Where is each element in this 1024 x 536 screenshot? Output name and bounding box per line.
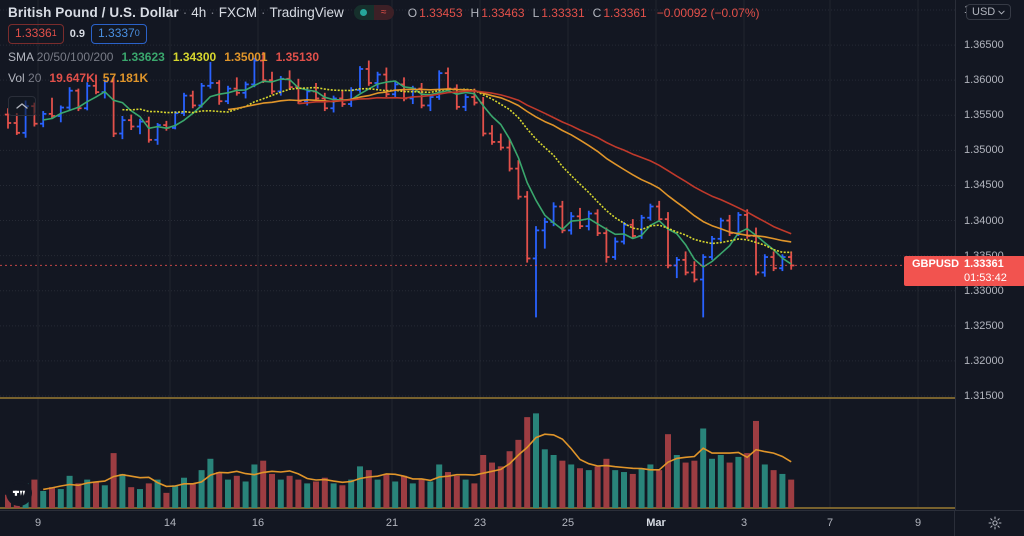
time-axis-label: 7 <box>826 517 834 529</box>
price-badge-value: 1.33361 <box>964 258 1004 271</box>
bid-price-last-digit: 1 <box>51 27 57 38</box>
chart-settings-button[interactable] <box>988 516 1002 535</box>
chart-canvas <box>0 0 955 509</box>
bid-price-box[interactable]: 1.33361 <box>8 23 64 44</box>
price-axis-label: 1.34000 <box>964 214 1004 227</box>
collapse-pane-button[interactable] <box>8 96 36 116</box>
market-open-dot-icon[interactable] <box>353 5 374 20</box>
gear-icon <box>988 516 1002 530</box>
time-axis-divider <box>954 511 955 536</box>
price-badge-symbol: GBPUSD <box>912 258 960 271</box>
time-axis-label: 3 <box>740 517 748 529</box>
time-axis-label: 21 <box>385 517 399 529</box>
price-axis-label: 1.31500 <box>964 390 1004 402</box>
chevron-up-icon <box>16 103 28 109</box>
price-axis-label: 1.34500 <box>964 179 1004 192</box>
price-axis-label: 1.35000 <box>964 144 1004 157</box>
ask-price-last-digit: 0 <box>134 27 140 38</box>
time-axis-label: 9 <box>34 517 42 529</box>
price-axis-label: 1.36000 <box>964 74 1004 87</box>
tradingview-logo-icon <box>9 483 29 503</box>
time-axis[interactable]: 9 14 16 21 23 25 Mar 3 7 9 <box>0 510 1024 536</box>
currency-selector[interactable]: USD <box>966 4 1012 20</box>
time-axis-label: 23 <box>473 517 487 529</box>
tradingview-logo <box>6 480 32 506</box>
price-axis-label: 1.33000 <box>964 284 1004 297</box>
time-axis-label: Mar <box>646 517 666 529</box>
market-status-toggle[interactable]: ≈ <box>353 5 394 20</box>
price-axis-label: 1.35500 <box>964 109 1004 122</box>
time-axis-label: 9 <box>914 517 922 529</box>
ask-price: 1.3337 <box>98 25 135 40</box>
price-axis-label: 1.36500 <box>964 39 1004 52</box>
ask-price-box[interactable]: 1.33370 <box>91 23 147 44</box>
price-axis-label: 1.32000 <box>964 354 1004 367</box>
time-axis-label: 14 <box>163 517 177 529</box>
chart-plot-area[interactable] <box>0 0 955 510</box>
price-axis-label: 1.32500 <box>964 319 1004 332</box>
time-axis-label: 16 <box>251 517 265 529</box>
current-price-badge[interactable]: GBPUSD 1.33361 01:53:42 <box>904 256 1024 287</box>
price-badge-countdown: 01:53:42 <box>964 272 1007 285</box>
chevron-down-icon <box>998 10 1005 14</box>
bid-price: 1.3336 <box>15 25 52 40</box>
currency-label: USD <box>972 6 996 18</box>
price-axis[interactable]: USD 1.370001.365001.360001.355001.350001… <box>904 0 1024 510</box>
wave-icon[interactable]: ≈ <box>373 5 394 20</box>
time-axis-label: 25 <box>561 517 575 529</box>
